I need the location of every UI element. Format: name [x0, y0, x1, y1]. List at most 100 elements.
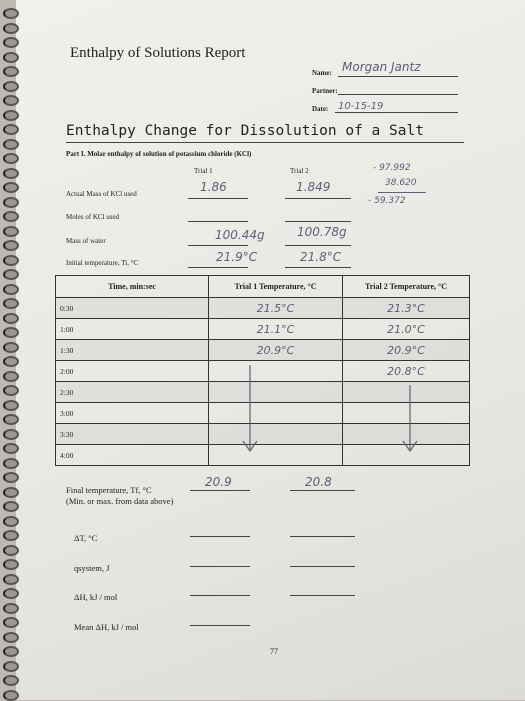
underline [190, 490, 250, 491]
ring [3, 356, 19, 367]
page-number: 77 [270, 647, 278, 656]
underline [190, 536, 250, 537]
ring [3, 486, 19, 498]
trial-value: 1.86 [200, 180, 227, 194]
ring [3, 124, 19, 135]
underline [285, 267, 351, 268]
result-note: (Min. or max. from data above) [66, 496, 174, 506]
underline [188, 198, 248, 199]
calculation: - 97.992 [373, 163, 411, 173]
ring [3, 515, 19, 527]
table-header: Time, min:sec Trial 1 Temperature, °C Tr… [55, 275, 470, 298]
underline [188, 267, 248, 268]
table-row: 2:00 20.8°C [55, 360, 470, 382]
ring [3, 225, 19, 237]
ring [3, 573, 19, 585]
temperature-cell: 20.9°C [208, 339, 343, 361]
underline [290, 595, 355, 596]
underline [338, 94, 458, 95]
ring [3, 109, 19, 121]
date-label: Date: [312, 105, 329, 113]
underline [285, 245, 351, 246]
ring [3, 22, 19, 34]
ring [3, 646, 19, 657]
ring [3, 385, 19, 396]
ring [3, 153, 19, 164]
result-label: qsystem, J [74, 563, 110, 573]
ring [3, 298, 19, 309]
result-label: Mean ΔH, kJ / mol [74, 622, 139, 632]
underline [290, 490, 355, 491]
ring [3, 167, 19, 179]
ring [3, 472, 19, 483]
ring [3, 254, 19, 266]
calculation: - 59.372 [368, 196, 406, 206]
ring [3, 37, 19, 48]
arrow [402, 385, 418, 453]
ring [3, 66, 19, 77]
partner-label: Partner: [312, 87, 338, 95]
ring [3, 80, 19, 92]
underline [188, 245, 248, 246]
trial-label: Trial 2 [290, 167, 309, 175]
ring [3, 588, 19, 599]
underline [190, 566, 250, 567]
ring [3, 312, 19, 324]
ring [3, 327, 19, 338]
ring [3, 341, 19, 353]
ring [3, 240, 19, 251]
trial-value: 100.78g [297, 225, 347, 239]
table-row: 4:00 [55, 444, 470, 466]
table-row: 3:30 [55, 423, 470, 445]
row-label: Actual Mass of KCl used [66, 190, 137, 198]
underline [285, 221, 351, 222]
underline [190, 595, 250, 596]
ring [3, 8, 19, 19]
name-label: Name: [312, 69, 332, 77]
result-label: ΔT, °C [74, 533, 98, 543]
underline [285, 198, 351, 199]
result-value: 20.9 [205, 475, 232, 489]
ring [3, 95, 19, 106]
row-label: Initial temperature, Ti, °C [66, 259, 139, 267]
trial-value: 21.8°C [300, 250, 342, 264]
ring [3, 675, 19, 686]
row-label: Mass of water [66, 237, 106, 245]
underline [188, 221, 248, 222]
ring [3, 211, 19, 222]
arrow [242, 365, 258, 453]
ring [3, 269, 19, 280]
result-value: 20.8 [305, 475, 332, 489]
ring [3, 283, 19, 295]
ring [3, 501, 19, 512]
calculation: 38.620 [385, 178, 417, 188]
table-row: 1:30 20.9°C 20.9°C [55, 339, 470, 361]
ring [3, 559, 19, 570]
ring [3, 544, 19, 556]
ring [3, 399, 19, 411]
ring [3, 370, 19, 382]
result-label: ΔH, kJ / mol [74, 592, 118, 602]
part-title: Part I. Molar enthalpy of solution of po… [66, 150, 252, 158]
section-title: Enthalpy Change for Dissolution of a Sal… [66, 123, 424, 139]
ring [3, 414, 19, 425]
underline [190, 625, 250, 626]
date-value: 10-15-19 [338, 101, 384, 112]
trial-value: 1.849 [296, 180, 331, 194]
underline [66, 142, 464, 143]
table-row: 1:00 21.1°C 21.0°C [55, 318, 470, 340]
underline [335, 112, 458, 113]
underline [290, 536, 355, 537]
temperature-cell: 21.1°C [208, 318, 343, 340]
underline [338, 76, 458, 77]
ring [3, 196, 19, 208]
table-row: 2:30 [55, 381, 470, 403]
row-label: Moles of KCl used [66, 213, 120, 221]
ring [3, 617, 19, 628]
ring [3, 530, 19, 541]
calculation-line [378, 192, 426, 193]
trial-value: 100.44g [215, 228, 265, 242]
underline [290, 566, 355, 567]
